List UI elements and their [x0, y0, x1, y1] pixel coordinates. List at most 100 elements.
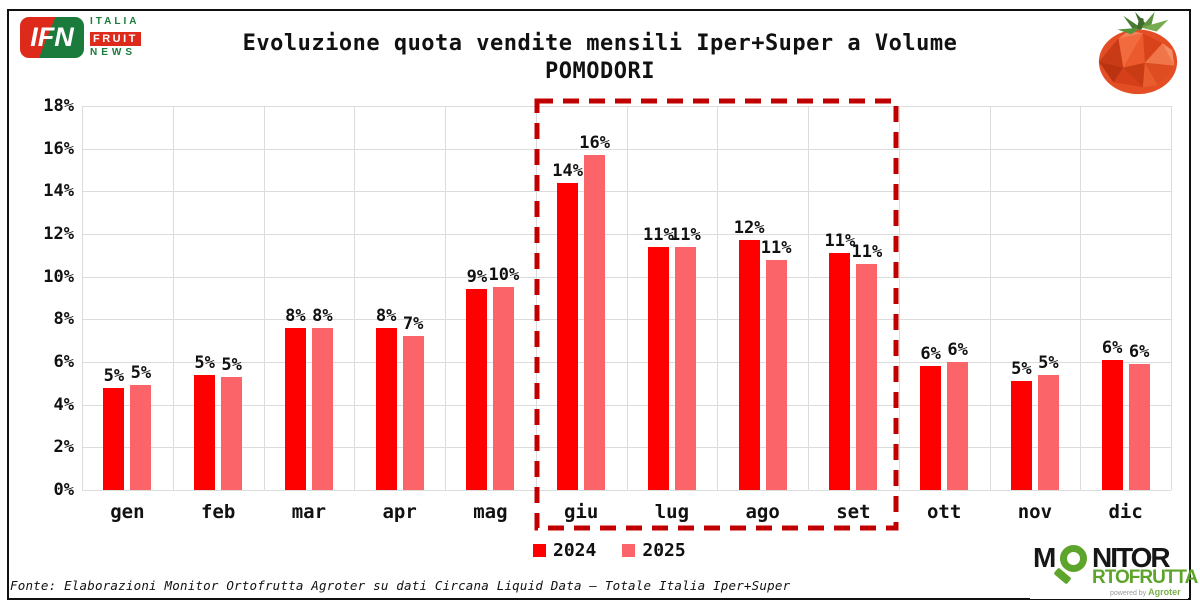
- bar-value-label-2024-lug: 11%: [643, 224, 674, 245]
- bar-value-label-2024-gen: 5%: [103, 365, 125, 386]
- y-axis-tick-label: 14%: [43, 181, 74, 202]
- bar-value-label-2025-dic: 6%: [1128, 342, 1150, 363]
- gridline-vertical: [1080, 106, 1081, 490]
- monitor-logo-m: M: [1033, 542, 1056, 573]
- bar-2024-ott: [920, 366, 942, 490]
- bar-2025-ott: [947, 362, 969, 490]
- x-axis-label-mag: mag: [473, 501, 508, 523]
- bar-2024-mar: [284, 327, 306, 490]
- y-axis-tick-label: 18%: [43, 96, 74, 116]
- bar-value-label-2024-ott: 6%: [920, 344, 941, 365]
- bar-2025-ago: [765, 259, 787, 490]
- bar-2025-set: [856, 263, 878, 490]
- legend-label: 2025: [642, 540, 686, 561]
- highlight-box-giu-set: [534, 98, 899, 531]
- bar-value-label-2025-ago: 11%: [760, 237, 792, 258]
- gridline-horizontal: [82, 276, 1171, 278]
- gridline-vertical: [627, 106, 628, 490]
- bar-2024-mag: [466, 289, 488, 490]
- bar-value-label-2024-set: 11%: [824, 231, 856, 252]
- gridline-vertical: [899, 106, 900, 490]
- y-axis-tick-label: 6%: [53, 352, 74, 372]
- legend-item-2025: 2025: [622, 540, 686, 561]
- bar-2025-apr: [402, 336, 424, 490]
- gridline-vertical: [808, 106, 809, 490]
- bar-2024-giu: [557, 182, 579, 490]
- y-axis-tick-label: 8%: [53, 309, 74, 330]
- chart-title: Evoluzione quota vendite mensili Iper+Su…: [242, 31, 958, 56]
- bar-2025-mar: [311, 327, 333, 490]
- gridline-horizontal: [82, 404, 1171, 406]
- gridline-vertical: [82, 106, 83, 490]
- ifn-logo-word-italia: ITALIA: [90, 16, 140, 27]
- y-axis-tick-label: 2%: [53, 437, 74, 458]
- bar-value-label-2025-giu: 16%: [579, 133, 610, 154]
- gridline-horizontal: [82, 234, 1171, 235]
- magnifier-icon: [1060, 545, 1087, 572]
- bar-2025-lug: [674, 246, 696, 490]
- ifn-logo-word-news: NEWS: [90, 47, 136, 58]
- gridline-horizontal: [82, 447, 1171, 449]
- y-axis-tick-label: 4%: [53, 394, 74, 415]
- bar-value-label-2024-nov: 5%: [1011, 359, 1032, 380]
- legend-label: 2024: [553, 540, 597, 561]
- bar-2024-dic: [1101, 359, 1123, 490]
- bar-2025-nov: [1037, 374, 1059, 490]
- bar-2025-gen: [130, 385, 152, 490]
- gridline-horizontal: [82, 148, 1171, 150]
- gridline-horizontal: [82, 191, 1171, 193]
- monitor-logo-ortofrutta: RTOFRUTTA: [1092, 567, 1198, 588]
- bar-value-label-2024-mar: 8%: [285, 305, 306, 326]
- x-axis-label-apr: apr: [382, 501, 417, 523]
- gridline-horizontal: [82, 319, 1171, 321]
- gridline-vertical: [173, 106, 174, 490]
- x-axis-label-dic: dic: [1108, 501, 1143, 523]
- x-axis-label-feb: feb: [200, 501, 236, 523]
- gridline-horizontal: [82, 490, 1171, 491]
- source-note: Fonte: Elaborazioni Monitor Ortofrutta A…: [10, 578, 791, 593]
- gridline-vertical: [354, 106, 355, 490]
- ifn-logo-acronym: IFN: [20, 17, 84, 58]
- bar-2024-apr: [375, 327, 397, 490]
- ifn-logo: IFN ITALIA FRUIT NEWS: [20, 16, 150, 60]
- bar-2024-feb: [194, 374, 216, 490]
- bar-value-label-2025-gen: 5%: [130, 363, 152, 384]
- bar-2024-lug: [647, 246, 669, 490]
- bar-value-label-2025-mar: 8%: [312, 305, 333, 326]
- gridline-vertical: [990, 106, 991, 490]
- legend-swatch: [533, 544, 546, 557]
- bar-2024-set: [829, 253, 851, 490]
- chart-subtitle: POMODORI: [545, 59, 655, 84]
- bar-2025-mag: [493, 287, 515, 490]
- bar-2025-feb: [221, 376, 243, 490]
- tomato-icon: [1098, 11, 1178, 95]
- bar-2025-giu: [584, 155, 606, 490]
- bar-value-label-2025-ott: 6%: [947, 340, 968, 360]
- x-axis-label-nov: nov: [1017, 501, 1053, 523]
- legend: 2024 2025: [533, 540, 686, 561]
- y-axis-tick-label: 0%: [53, 480, 74, 500]
- gridline-vertical: [717, 106, 718, 490]
- x-axis-label-ago: ago: [745, 501, 780, 523]
- x-axis-label-mar: mar: [291, 501, 327, 523]
- y-axis-tick-label: 16%: [43, 138, 74, 159]
- bar-value-label-2024-mag: 9%: [466, 267, 488, 288]
- gridline-horizontal: [82, 362, 1171, 363]
- ifn-logo-word-fruit: FRUIT: [90, 32, 141, 46]
- legend-item-2024: 2024: [533, 540, 596, 561]
- legend-swatch: [622, 544, 636, 557]
- bar-value-label-2025-feb: 5%: [221, 354, 242, 375]
- bar-2024-ago: [738, 240, 760, 490]
- gridline-vertical: [536, 106, 537, 490]
- x-axis-label-giu: giu: [563, 501, 599, 523]
- bar-value-label-2025-set: 11%: [851, 241, 883, 262]
- monitor-logo-powered-by: powered by Agroter: [1110, 587, 1181, 597]
- x-axis-label-lug: lug: [654, 501, 690, 523]
- bar-value-label-2025-mag: 10%: [488, 265, 520, 286]
- gridline-vertical: [1171, 106, 1172, 490]
- monitor-ortofrutta-logo: M NITOR RTOFRUTTA powered by Agroter: [1030, 542, 1198, 599]
- x-axis-label-ott: ott: [926, 501, 962, 523]
- bar-2025-dic: [1128, 364, 1150, 490]
